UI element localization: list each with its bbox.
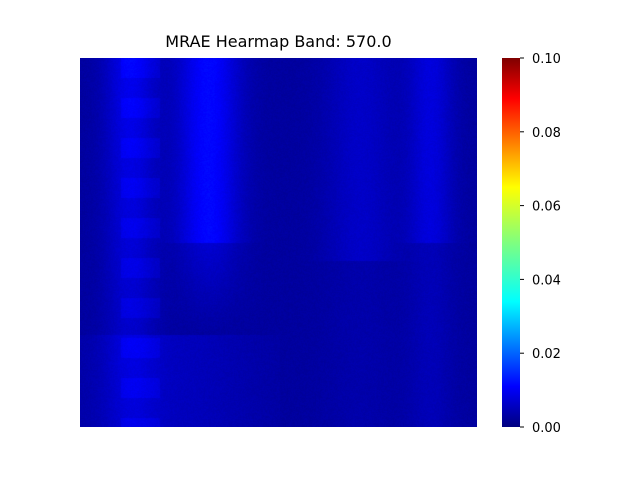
chart-title: MRAE Hearmap Band: 570.0 [165, 32, 392, 51]
colorbar-tick-label: 0.00 [532, 421, 561, 436]
colorbar-tick-label: 0.02 [532, 347, 561, 362]
heatmap-image [80, 58, 477, 427]
colorbar-tick-label: 0.06 [532, 200, 561, 215]
colorbar-tick-label: 0.10 [532, 52, 561, 67]
colorbar-tick-label: 0.08 [532, 126, 561, 141]
colorbar-gradient [502, 58, 520, 427]
colorbar-tick-label: 0.04 [532, 273, 561, 288]
colorbar-ticks: 0.00 0.02 0.04 0.06 0.08 0.10 [520, 52, 561, 436]
